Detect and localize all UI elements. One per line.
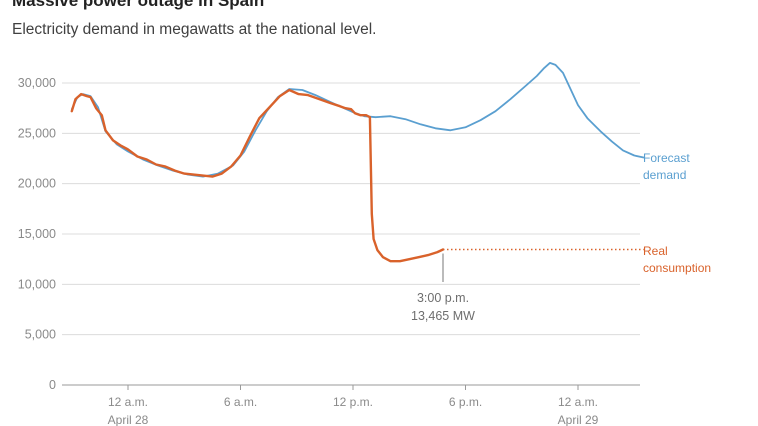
annotation: 3:00 p.m. 13,465 MW: [411, 253, 475, 323]
y-tick-label: 10,000: [18, 277, 56, 291]
y-tick-label: 20,000: [18, 177, 56, 191]
y-tick-label: 30,000: [18, 76, 56, 90]
x-tick-label: 12 p.m.: [333, 395, 373, 409]
x-tick-label: 12 a.m.: [558, 395, 598, 409]
real-consumption-label: Real: [643, 244, 668, 258]
series-labels: Forecast demand Real consumption: [643, 151, 711, 275]
annotation-time: 3:00 p.m.: [417, 291, 469, 305]
y-tick-label: 5,000: [25, 328, 56, 342]
y-axis: 0 5,000 10,000 15,000 20,000 25,000 30,000: [18, 76, 56, 392]
x-axis: 12 a.m. April 28 6 a.m. 12 p.m. 6 p.m. 12 a.m…: [108, 385, 599, 426]
x-tick-sublabel: April 28: [108, 413, 149, 426]
y-tick-label: 15,000: [18, 227, 56, 241]
gridlines: [62, 82, 640, 386]
y-tick-label: 25,000: [18, 126, 56, 140]
real-consumption-line: [70, 88, 445, 263]
chart-subtitle: Electricity demand in megawatts at the n…: [12, 21, 377, 38]
x-tick-sublabel: April 29: [558, 413, 599, 426]
annotation-value: 13,465 MW: [411, 309, 475, 323]
x-tick-label: 6 a.m.: [224, 395, 257, 409]
real-consumption-label: consumption: [643, 261, 711, 275]
forecast-demand-label: demand: [643, 168, 686, 182]
y-tick-label: 0: [49, 378, 56, 392]
forecast-demand-line: [70, 62, 645, 178]
forecast-demand-label: Forecast: [643, 151, 690, 165]
series-lines: [70, 62, 645, 263]
chart-title: Massive power outage in Spain: [12, 0, 265, 10]
x-tick-label: 12 a.m.: [108, 395, 148, 409]
x-tick-label: 6 p.m.: [449, 395, 482, 409]
